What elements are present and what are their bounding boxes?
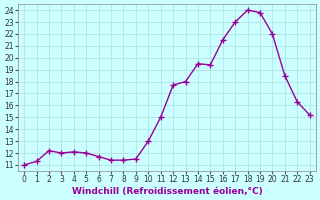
X-axis label: Windchill (Refroidissement éolien,°C): Windchill (Refroidissement éolien,°C): [72, 187, 262, 196]
